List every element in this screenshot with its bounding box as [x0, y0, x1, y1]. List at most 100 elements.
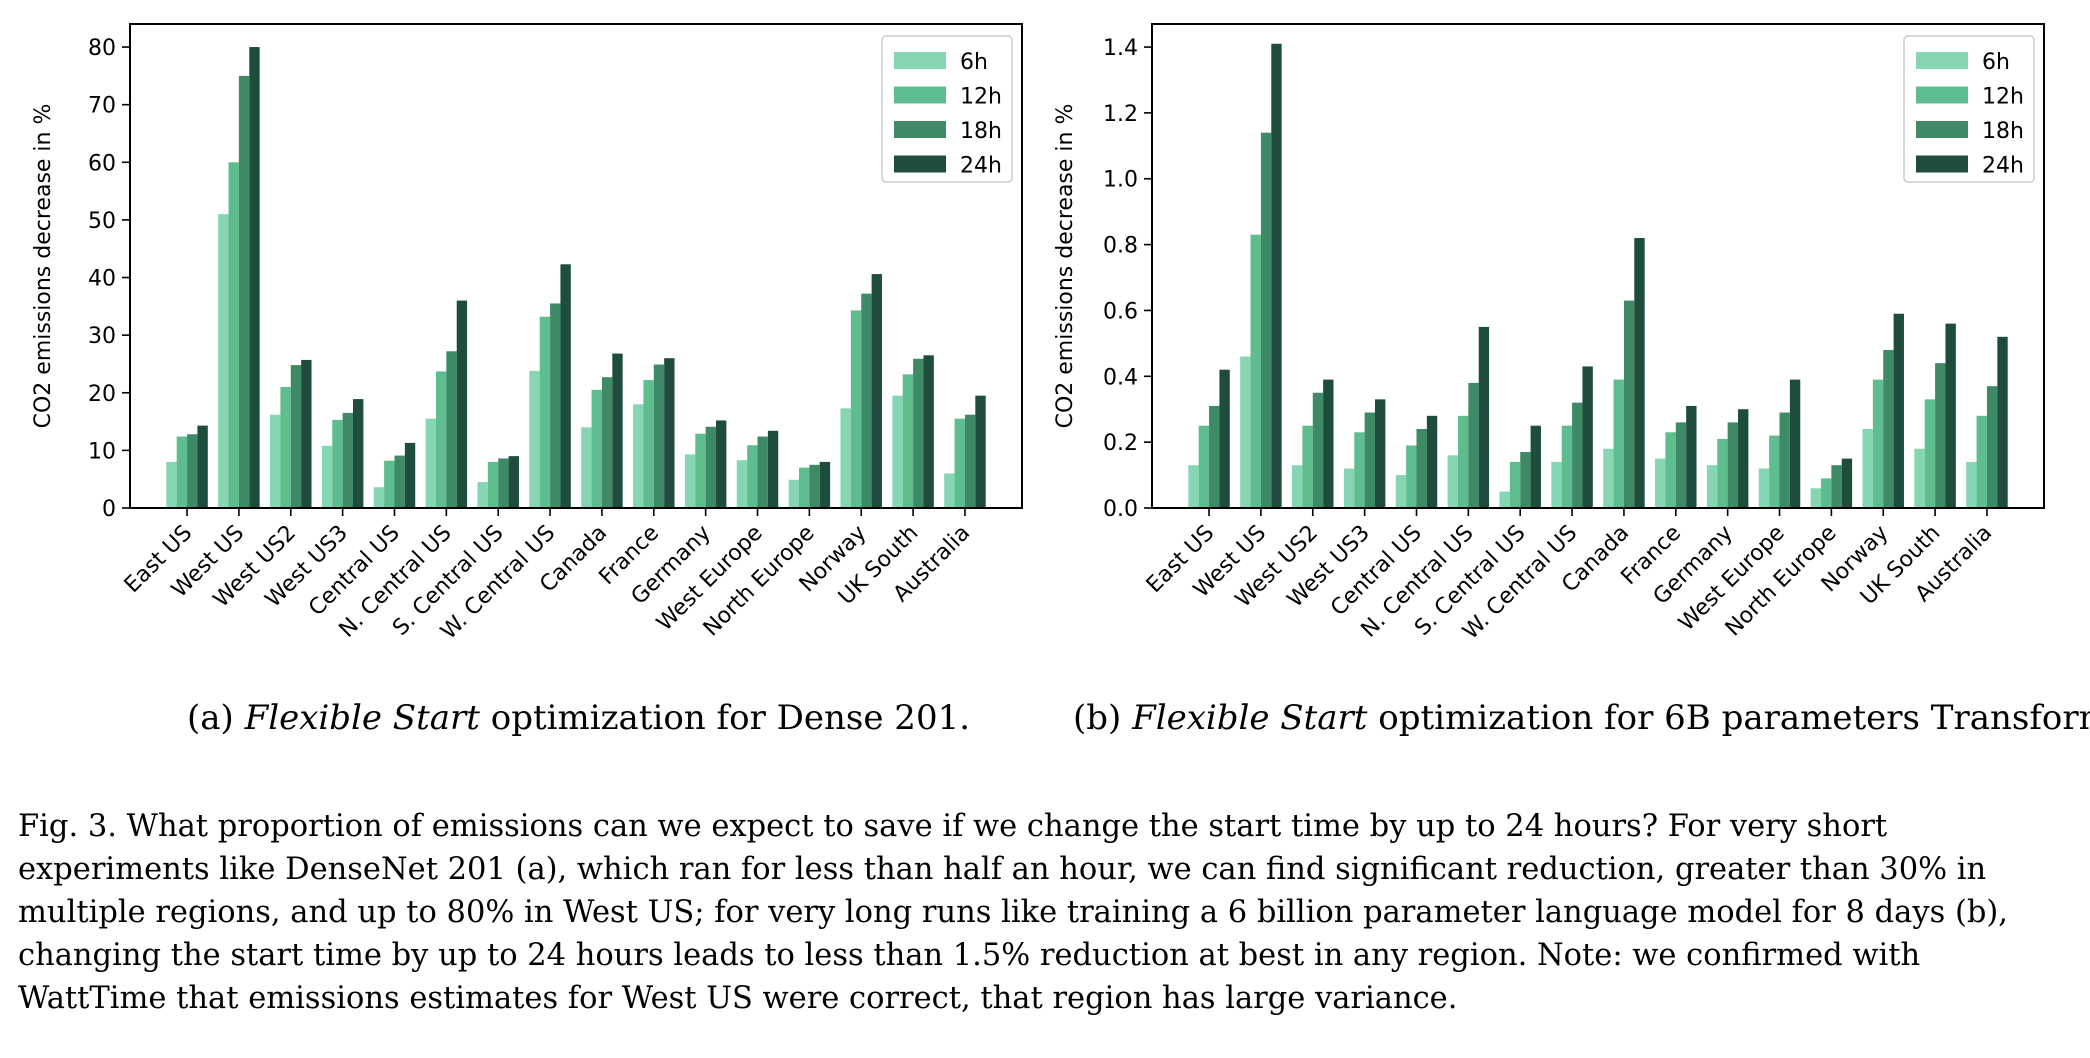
bar-18h-east-us — [187, 434, 198, 508]
bar-12h-east-us — [1198, 425, 1210, 508]
bar-6h-uk-south — [892, 395, 903, 508]
bar-12h-west-us2 — [280, 387, 291, 508]
bar-6h-norway — [840, 408, 851, 508]
legend-label-24h: 24h — [1982, 154, 2024, 179]
bar-18h-w-central-us — [1572, 402, 1583, 508]
bar-18h-west-us3 — [1364, 412, 1375, 508]
y-axis-label: CO2 emissions decrease in % — [31, 104, 56, 429]
bar-24h-uk-south — [1945, 323, 1956, 508]
bar-12h-north-europe — [799, 467, 810, 508]
bar-12h-france — [643, 380, 654, 508]
bar-18h-germany — [705, 426, 717, 508]
bar-24h-s-central-us — [1530, 425, 1541, 508]
plot-frame — [129, 23, 1023, 509]
bar-18h-canada — [601, 377, 613, 508]
bar-24h-west-us2 — [301, 359, 312, 508]
bar-12h-germany — [1717, 438, 1728, 508]
bar-6h-canada — [581, 427, 592, 508]
bar-6h-n-central-us — [425, 418, 436, 508]
y-tick-label: 80 — [88, 36, 116, 61]
y-tick-label: 1.4 — [1103, 36, 1138, 61]
bar-18h-s-central-us — [498, 458, 509, 508]
bar-12h-west-us3 — [332, 419, 343, 508]
bar-12h-france — [1665, 432, 1676, 508]
bar-18h-west-us2 — [290, 365, 302, 508]
bar-6h-w-central-us — [529, 370, 540, 508]
bar-24h-west-europe — [767, 430, 779, 508]
plot-frame — [1151, 23, 2045, 509]
bar-24h-west-us — [249, 47, 260, 509]
bar-18h-germany — [1727, 422, 1739, 508]
legend-label-18h: 18h — [960, 119, 1002, 144]
bar-12h-west-europe — [1769, 435, 1780, 508]
y-tick-label: 0.6 — [1103, 299, 1138, 324]
bar-12h-s-central-us — [1509, 461, 1521, 508]
bar-18h-uk-south — [913, 358, 924, 508]
bar-12h-australia — [954, 418, 965, 508]
legend-swatch-24h — [1916, 155, 1968, 173]
bar-6h-west-us2 — [1292, 465, 1303, 508]
legend-swatch-18h — [894, 121, 946, 138]
bar-18h-norway — [861, 293, 872, 508]
bar-18h-australia — [964, 414, 976, 508]
bar-24h-canada — [612, 353, 623, 508]
bar-18h-n-central-us — [1468, 382, 1479, 508]
bar-6h-north-europe — [788, 479, 799, 508]
bar-6h-east-us — [1188, 465, 1199, 508]
legend-swatch-24h — [894, 155, 946, 173]
bar-6h-north-europe — [1810, 488, 1821, 508]
bar-6h-west-us — [218, 214, 229, 508]
bar-24h-central-us — [1426, 415, 1438, 508]
bar-24h-west-us3 — [353, 399, 364, 508]
bar-18h-east-us — [1209, 405, 1220, 508]
bar-18h-central-us — [1416, 428, 1427, 508]
bar-6h-australia — [944, 473, 955, 508]
bar-6h-west-europe — [736, 460, 748, 508]
bar-18h-australia — [1986, 386, 1998, 508]
bar-24h-norway — [1893, 313, 1904, 508]
bar-24h-central-us — [404, 442, 416, 508]
bar-24h-germany — [1738, 409, 1749, 508]
legend-swatch-12h — [894, 86, 946, 104]
legend-label-12h: 12h — [960, 85, 1002, 110]
bar-24h-france — [664, 358, 675, 508]
bar-24h-australia — [975, 395, 986, 508]
bar-24h-east-us — [197, 425, 208, 508]
bar-18h-west-us3 — [342, 412, 353, 508]
y-tick-label: 0 — [102, 497, 116, 522]
subcaption-b: (b) Flexible Start optimization for 6B p… — [1073, 698, 2090, 738]
legend-box — [881, 35, 1013, 183]
bar-18h-norway — [1883, 349, 1894, 508]
bar-24h-west-europe — [1789, 379, 1801, 508]
bar-12h-norway — [850, 310, 862, 508]
legend-label-18h: 18h — [1982, 119, 2024, 144]
bar-24h-w-central-us — [1582, 366, 1593, 508]
bar-24h-s-central-us — [508, 456, 519, 508]
legend-label-6h: 6h — [1982, 50, 2010, 75]
bar-12h-east-us — [176, 436, 188, 508]
bar-12h-west-us2 — [1302, 425, 1313, 508]
bar-6h-n-central-us — [1447, 455, 1458, 508]
bar-18h-west-us — [1260, 132, 1272, 508]
subcaption-a-rest: optimization for Dense 201. — [479, 698, 971, 738]
bar-6h-s-central-us — [1499, 491, 1510, 508]
y-tick-label: 0.8 — [1103, 234, 1138, 259]
y-tick-label: 20 — [88, 382, 116, 407]
bar-18h-west-us2 — [1312, 392, 1324, 508]
bar-24h-west-us2 — [1323, 379, 1334, 508]
subcaption-a: (a) Flexible Start optimization for Dens… — [187, 698, 970, 738]
legend-label-6h: 6h — [960, 50, 988, 75]
bar-24h-canada — [1634, 238, 1645, 508]
bar-24h-germany — [716, 420, 727, 508]
bar-6h-canada — [1603, 448, 1614, 508]
bar-18h-s-central-us — [1520, 452, 1531, 508]
y-tick-label: 70 — [88, 94, 116, 119]
y-tick-label: 40 — [88, 267, 116, 292]
bar-12h-n-central-us — [1457, 415, 1469, 508]
legend-swatch-18h — [1916, 121, 1968, 138]
bar-18h-west-europe — [757, 436, 768, 508]
bar-18h-uk-south — [1935, 363, 1946, 508]
bar-6h-west-europe — [1758, 468, 1770, 508]
